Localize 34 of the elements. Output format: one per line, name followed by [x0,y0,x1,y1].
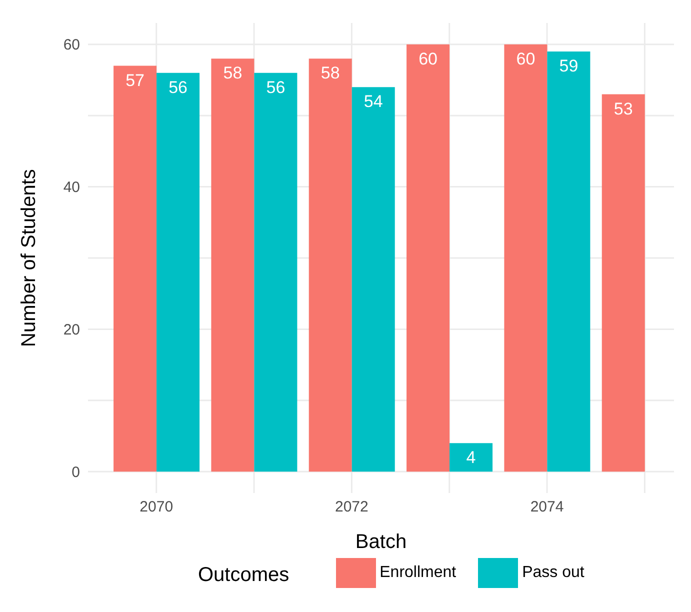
legend-title: Outcomes [198,563,290,588]
bar [450,443,493,472]
data-label: 57 [126,70,144,90]
y-axis-title: Number of Students [18,169,40,347]
data-label: 56 [168,78,188,97]
x-tick-label: 2070 [140,498,174,516]
bar [156,72,200,472]
x-axis-title: Batch [355,531,407,553]
y-tick-label: 0 [72,464,80,481]
data-label: 53 [614,99,633,118]
legend-label: Enrollment [380,564,456,582]
bar [211,58,254,472]
data-label: 60 [418,49,438,68]
bar [254,72,298,472]
data-label: 58 [223,64,242,83]
legend-label: Pass out [522,564,584,582]
data-label: 60 [516,49,536,68]
x-tick-label: 2074 [530,498,564,516]
bar [308,58,352,472]
data-label: 58 [320,64,340,83]
bar [114,66,157,472]
bar [547,51,590,472]
data-label: 56 [266,78,286,97]
bar [352,87,395,472]
data-label: 54 [364,92,383,112]
y-tick-label: 60 [63,36,80,54]
bar [504,44,548,472]
bar [602,94,645,472]
x-tick-label: 2072 [335,498,368,516]
data-label: 59 [559,56,578,76]
y-tick-label: 20 [63,322,80,339]
data-label: 4 [466,448,476,468]
bar [406,44,450,472]
y-tick-label: 40 [63,179,80,196]
